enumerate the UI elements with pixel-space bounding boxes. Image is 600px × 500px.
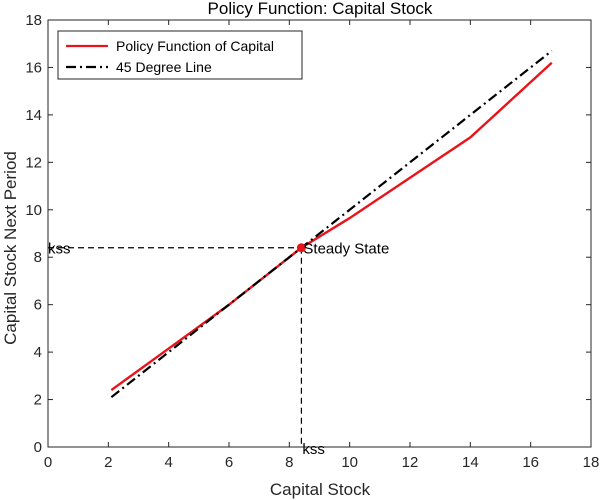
x-tick-label: 2: [104, 454, 112, 471]
y-tick-label: 12: [25, 154, 42, 171]
legend: Policy Function of Capital 45 Degree Line: [57, 30, 303, 80]
y-tick-label: 18: [25, 12, 42, 29]
series-line-45-degree: [110, 49, 553, 399]
series-line-policy-function: [110, 61, 553, 392]
steady-state-point: [296, 243, 306, 253]
steady-state-label: Steady State: [303, 241, 389, 258]
axes-box: [47, 19, 592, 448]
y-tick-label: 16: [25, 59, 42, 76]
y-tick-label: 0: [34, 439, 42, 456]
x-tick-label: 12: [402, 454, 419, 471]
y-kss-label: kss: [48, 241, 71, 258]
x-tick-label: 14: [462, 454, 479, 471]
legend-box: [57, 30, 303, 80]
annotations: Steady State kss kss: [48, 241, 389, 458]
legend-entry: 45 Degree Line: [116, 59, 212, 75]
y-axis-label: Capital Stock Next Period: [1, 151, 20, 345]
series-layer: [110, 49, 553, 399]
x-kss-label: kss: [302, 441, 325, 458]
x-axis-label: Capital Stock: [270, 480, 371, 499]
x-tick-label: 8: [285, 454, 293, 471]
y-tick-label: 10: [25, 202, 42, 219]
ticks-layer: 0 2 4 6 8 10 12 14 16 18 0 2 4 6 8 10 12 14 16 18: [25, 12, 599, 471]
x-tick-label: 4: [164, 454, 172, 471]
chart-title: Policy Function: Capital Stock: [208, 0, 433, 18]
x-tick-label: 6: [225, 454, 233, 471]
x-tick-label: 0: [44, 454, 52, 471]
y-tick-label: 8: [34, 249, 42, 266]
steady-state-guides: [48, 247, 302, 447]
y-tick-label: 14: [25, 107, 42, 124]
y-tick-label: 4: [34, 344, 42, 361]
y-tick-label: 6: [34, 297, 42, 314]
x-tick-label: 10: [341, 454, 358, 471]
watermark: 知乎 @泰勒不想展开: [448, 471, 588, 489]
legend-entry: Policy Function of Capital: [116, 38, 274, 54]
x-tick-label: 18: [583, 454, 600, 471]
y-tick-label: 2: [34, 392, 42, 409]
x-tick-label: 16: [522, 454, 539, 471]
